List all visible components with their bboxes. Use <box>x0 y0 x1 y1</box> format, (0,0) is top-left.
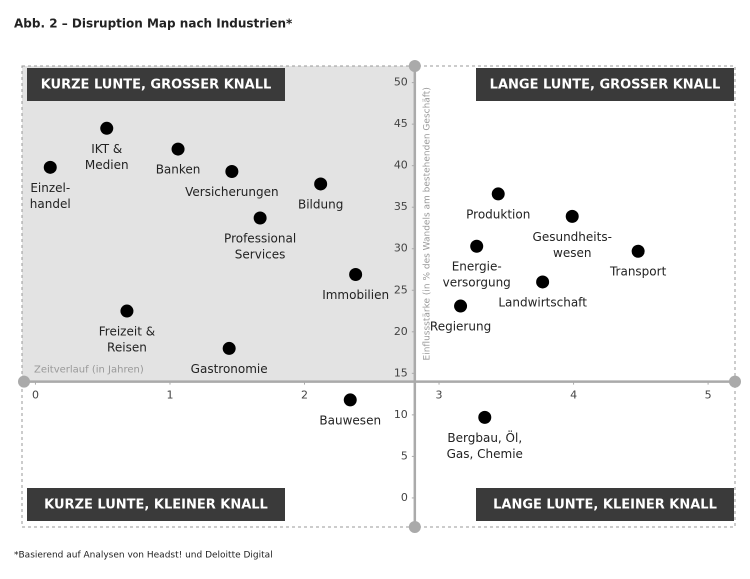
point <box>349 267 363 281</box>
quadrant-box <box>476 68 734 101</box>
point-label: IKT & <box>91 142 122 156</box>
y-tick-label: 20 <box>394 325 408 338</box>
point-label: Banken <box>156 163 201 177</box>
x-tick-label: 1 <box>166 389 173 402</box>
point <box>253 211 267 225</box>
x-tick-label: 5 <box>705 389 712 402</box>
y-axis-label: Einflussstärke (in % des Wandels am best… <box>422 87 432 360</box>
y-tick-label: 45 <box>394 117 408 130</box>
y-tick-label: 10 <box>394 408 408 421</box>
point-label: Gas, Chemie <box>447 447 523 461</box>
y-tick-label: 0 <box>401 491 408 504</box>
y-tick-label: 5 <box>401 449 408 462</box>
quadrant-shade <box>22 66 415 382</box>
axis-end <box>729 375 741 388</box>
point-label: versorgung <box>443 276 511 290</box>
point <box>314 177 328 191</box>
point <box>343 393 357 407</box>
point-label: wesen <box>553 246 591 260</box>
point-label: Landwirtschaft <box>498 295 587 309</box>
point-label: Immobilien <box>322 288 389 302</box>
y-tick-label: 35 <box>394 200 408 213</box>
point <box>478 410 492 424</box>
point-label: Regierung <box>430 320 491 334</box>
point <box>171 142 185 156</box>
quadrant-box <box>27 488 285 521</box>
quadrant-box <box>476 488 734 521</box>
point <box>120 304 134 318</box>
x-axis-label: Zeitverlauf (in Jahren) <box>34 365 144 376</box>
quadrant-label: LANGE LUNTE, KLEINER KNALL <box>493 498 717 513</box>
point <box>491 187 505 201</box>
quadrant-label: KURZE LUNTE, KLEINER KNALL <box>44 498 268 513</box>
point-label: Medien <box>85 158 129 172</box>
y-tick-label: 40 <box>394 159 408 172</box>
point <box>631 244 645 258</box>
point-label: Gastronomie <box>191 362 268 376</box>
point <box>225 164 239 178</box>
point-label: Transport <box>609 265 667 279</box>
x-tick-label: 2 <box>301 389 308 402</box>
y-tick-label: 25 <box>394 283 408 296</box>
point-label: Einzel- <box>30 181 70 195</box>
point-label: Freizeit & <box>99 325 155 339</box>
x-tick-label: 3 <box>436 389 443 402</box>
point-label: Bergbau, Öl, <box>447 429 522 445</box>
axis-end <box>408 521 421 533</box>
point-label: Produktion <box>466 207 530 221</box>
quadrant-box <box>27 68 285 101</box>
point-label: Energie- <box>452 260 502 274</box>
x-tick-label: 0 <box>32 389 39 402</box>
point-label: Services <box>235 248 286 262</box>
point-label: Bildung <box>298 197 343 211</box>
point <box>222 341 236 355</box>
quadrant-label: KURZE LUNTE, GROSSER KNALL <box>41 78 272 93</box>
point-label: Versicherungen <box>185 185 279 199</box>
point <box>43 160 57 174</box>
point <box>470 239 484 253</box>
point <box>454 299 468 313</box>
plot-frame <box>21 65 736 528</box>
chart-title: Abb. 2 – Disruption Map nach Industrien* <box>14 17 293 31</box>
x-tick-label: 4 <box>570 389 577 402</box>
point <box>100 121 114 135</box>
y-tick-label: 50 <box>394 76 408 89</box>
axis-end <box>408 60 421 72</box>
axis-end <box>18 375 30 388</box>
footnote: *Basierend auf Analysen von Headst! und … <box>14 551 273 561</box>
point-label: Gesundheits- <box>533 230 612 244</box>
point-label: handel <box>30 197 71 211</box>
point <box>565 209 579 223</box>
quadrant-label: LANGE LUNTE, GROSSER KNALL <box>490 78 721 93</box>
y-tick-label: 15 <box>394 366 408 379</box>
y-tick-label: 30 <box>394 242 408 255</box>
point-label: Professional <box>224 232 296 246</box>
point <box>536 275 550 289</box>
point-label: Bauwesen <box>319 413 381 427</box>
point-label: Reisen <box>107 341 147 355</box>
